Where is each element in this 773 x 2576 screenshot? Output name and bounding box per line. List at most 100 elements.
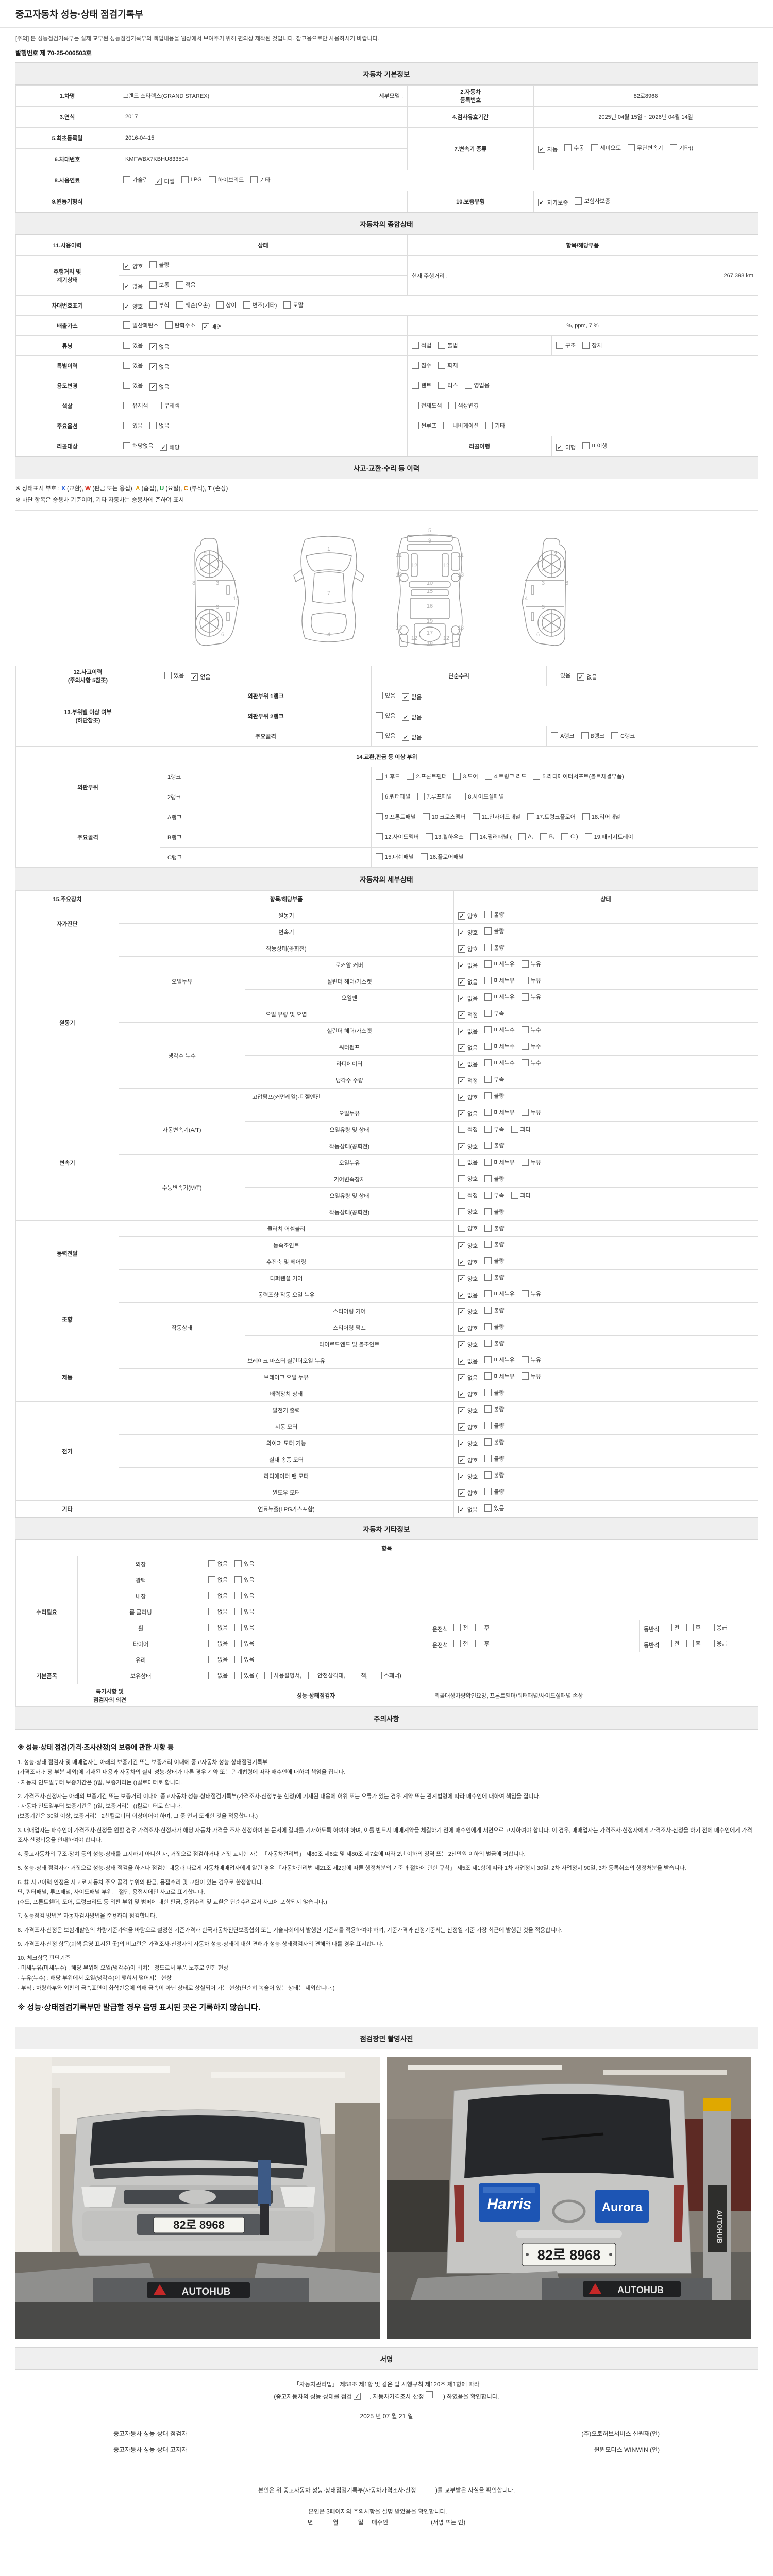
checkbox[interactable] — [521, 977, 529, 984]
checkbox[interactable] — [458, 1175, 465, 1182]
checkbox[interactable]: ✓ — [458, 1077, 465, 1084]
checkbox[interactable]: ✓ — [458, 1259, 465, 1266]
checkbox[interactable] — [484, 1290, 492, 1297]
checkbox[interactable] — [420, 853, 428, 860]
checkbox[interactable]: ✓ — [538, 146, 545, 153]
checkbox[interactable] — [422, 813, 430, 820]
checkbox[interactable] — [475, 1623, 482, 1631]
checkbox[interactable] — [164, 671, 172, 679]
checkbox[interactable]: ✓ — [458, 1094, 465, 1101]
checkbox[interactable] — [149, 281, 157, 289]
checkbox[interactable]: ✓ — [402, 733, 410, 741]
checkbox[interactable] — [123, 176, 130, 183]
checkbox[interactable] — [448, 402, 456, 409]
checkbox[interactable] — [176, 281, 183, 289]
checkbox[interactable]: ✓ — [458, 1473, 465, 1480]
checkbox[interactable] — [376, 793, 383, 800]
checkbox[interactable] — [412, 362, 419, 369]
checkbox[interactable] — [551, 671, 558, 679]
checkbox[interactable] — [123, 361, 130, 369]
checkbox[interactable] — [181, 176, 189, 183]
checkbox[interactable]: ✓ — [458, 1292, 465, 1299]
checkbox[interactable]: ✓ — [458, 1308, 465, 1315]
checkbox[interactable]: ✓ — [458, 1456, 465, 1464]
checkbox[interactable] — [575, 197, 582, 205]
checkbox[interactable]: ✓ — [458, 1061, 465, 1068]
checkbox[interactable] — [475, 1639, 482, 1647]
checkbox[interactable]: ✓ — [458, 1028, 465, 1035]
checkbox[interactable] — [521, 1372, 529, 1380]
checkbox[interactable] — [234, 1576, 242, 1583]
checkbox[interactable] — [448, 2505, 456, 2513]
checkbox[interactable] — [484, 1241, 492, 1248]
checkbox[interactable] — [155, 402, 162, 409]
checkbox[interactable] — [283, 301, 291, 309]
checkbox[interactable] — [376, 813, 383, 820]
checkbox[interactable]: ✓ — [123, 282, 130, 290]
checkbox[interactable] — [425, 2391, 433, 2398]
checkbox[interactable] — [484, 1010, 492, 1017]
checkbox[interactable] — [208, 1592, 215, 1599]
checkbox[interactable] — [707, 1639, 715, 1647]
checkbox[interactable] — [351, 1672, 359, 1679]
checkbox[interactable] — [123, 381, 130, 389]
checkbox[interactable] — [582, 813, 590, 820]
checkbox[interactable] — [484, 1175, 492, 1182]
checkbox[interactable] — [458, 1158, 465, 1166]
checkbox[interactable]: ✓ — [458, 929, 465, 936]
checkbox[interactable] — [582, 342, 590, 349]
checkbox[interactable]: ✓ — [149, 363, 157, 370]
checkbox[interactable] — [123, 442, 130, 449]
checkbox[interactable] — [611, 732, 619, 739]
checkbox[interactable] — [425, 833, 433, 840]
checkbox[interactable] — [484, 1158, 492, 1166]
checkbox[interactable] — [484, 1142, 492, 1149]
checkbox[interactable] — [412, 382, 419, 389]
checkbox[interactable] — [234, 1608, 242, 1615]
checkbox[interactable] — [123, 402, 130, 409]
checkbox[interactable] — [443, 422, 451, 429]
checkbox[interactable] — [264, 1672, 272, 1679]
checkbox[interactable] — [665, 1639, 673, 1647]
checkbox[interactable]: ✓ — [149, 343, 157, 350]
checkbox[interactable] — [234, 1640, 242, 1647]
checkbox[interactable] — [665, 1623, 673, 1631]
checkbox[interactable]: ✓ — [458, 1110, 465, 1117]
checkbox[interactable]: ✓ — [160, 443, 167, 451]
checkbox[interactable] — [412, 402, 419, 409]
checkbox[interactable] — [165, 321, 173, 329]
checkbox[interactable] — [484, 1274, 492, 1281]
checkbox[interactable]: ✓ — [458, 1407, 465, 1414]
checkbox[interactable]: ✓ — [123, 262, 130, 270]
checkbox[interactable] — [518, 833, 526, 840]
checkbox[interactable] — [484, 1076, 492, 1083]
checkbox[interactable]: ✓ — [458, 1011, 465, 1019]
checkbox[interactable] — [374, 1672, 382, 1679]
checkbox[interactable] — [412, 422, 419, 429]
checkbox[interactable] — [686, 1639, 694, 1647]
checkbox[interactable] — [376, 711, 383, 719]
checkbox[interactable] — [484, 1125, 492, 1133]
checkbox[interactable] — [521, 993, 529, 1001]
checkbox[interactable] — [584, 833, 592, 840]
checkbox[interactable] — [243, 301, 250, 309]
checkbox[interactable] — [484, 1109, 492, 1116]
checkbox[interactable] — [484, 960, 492, 968]
checkbox[interactable] — [551, 732, 558, 739]
checkbox[interactable] — [484, 1043, 492, 1050]
checkbox[interactable] — [458, 1208, 465, 1215]
checkbox[interactable] — [470, 833, 478, 840]
checkbox[interactable]: ✓ — [155, 177, 162, 185]
checkbox[interactable] — [308, 1672, 315, 1679]
checkbox[interactable]: ✓ — [402, 693, 410, 701]
checkbox[interactable] — [527, 813, 534, 820]
checkbox[interactable] — [234, 1592, 242, 1599]
checkbox[interactable]: ✓ — [458, 912, 465, 920]
checkbox[interactable] — [484, 1372, 492, 1380]
checkbox[interactable] — [453, 1623, 461, 1631]
checkbox[interactable] — [208, 1656, 215, 1663]
checkbox[interactable] — [485, 422, 493, 429]
checkbox[interactable]: ✓ — [458, 945, 465, 953]
checkbox[interactable] — [484, 1438, 492, 1446]
checkbox[interactable] — [216, 301, 224, 309]
